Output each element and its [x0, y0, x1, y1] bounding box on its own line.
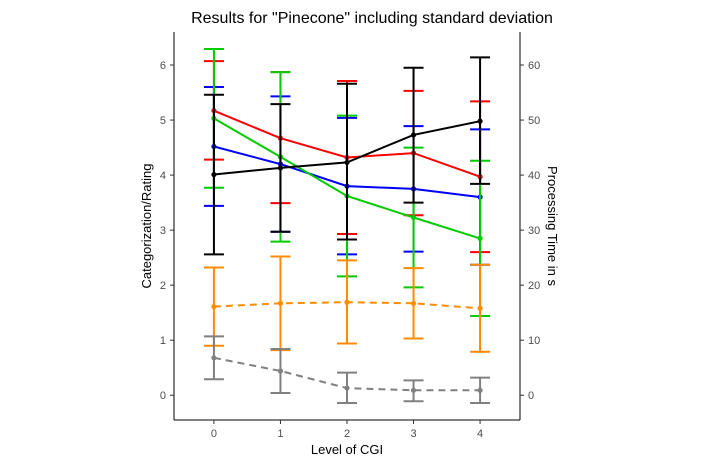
y2-tick-label: 60: [528, 60, 540, 72]
series-3: [203, 56, 491, 256]
data-point: [277, 165, 284, 171]
y-axis-title: Categorization/Rating: [139, 163, 154, 288]
y-tick-label: 5: [160, 115, 166, 127]
data-point: [477, 305, 483, 311]
series-4: [203, 255, 491, 353]
x-tick-label: 3: [410, 428, 416, 440]
data-point: [410, 132, 417, 138]
plot-area: [203, 48, 491, 404]
y2-tick-label: 0: [528, 390, 534, 402]
left-y-axis: 0 1 2 3 4 5 6: [160, 32, 175, 420]
data-point: [410, 387, 417, 393]
data-point: [477, 387, 483, 393]
series-5: [203, 335, 491, 404]
data-point: [410, 300, 417, 306]
data-point: [211, 171, 217, 178]
x-tick-label: 4: [477, 428, 483, 440]
x-axis: 0 1 2 3 4: [174, 419, 520, 440]
data-point: [277, 300, 284, 306]
x-axis-title: Level of CGI: [311, 442, 383, 457]
y2-tick-label: 10: [528, 335, 540, 347]
x-tick-label: 2: [344, 428, 350, 440]
data-point: [477, 235, 483, 241]
data-point: [477, 118, 483, 124]
data-point: [277, 368, 284, 374]
y-tick-label: 1: [160, 335, 166, 347]
y2-tick-label: 30: [528, 225, 540, 237]
data-point: [410, 214, 417, 221]
y2-tick-label: 20: [528, 280, 540, 292]
y-tick-label: 4: [160, 170, 166, 182]
chart-title: Results for "Pinecone" including standar…: [191, 10, 553, 27]
y2-axis-title: Processing Time in s: [545, 166, 560, 286]
data-point: [211, 355, 217, 361]
data-point: [344, 159, 350, 166]
data-point: [344, 299, 350, 305]
x-tick-label: 1: [277, 428, 283, 440]
y2-tick-label: 40: [528, 170, 540, 182]
y2-tick-label: 50: [528, 115, 540, 127]
right-y-axis: 0 10 20 30 40 50 60: [519, 32, 540, 420]
y-tick-label: 0: [160, 390, 166, 402]
data-point: [211, 304, 217, 310]
y-tick-label: 2: [160, 280, 166, 292]
y-tick-label: 6: [160, 60, 166, 72]
x-tick-label: 0: [211, 428, 217, 440]
y-tick-label: 3: [160, 225, 166, 237]
data-point: [344, 385, 350, 391]
